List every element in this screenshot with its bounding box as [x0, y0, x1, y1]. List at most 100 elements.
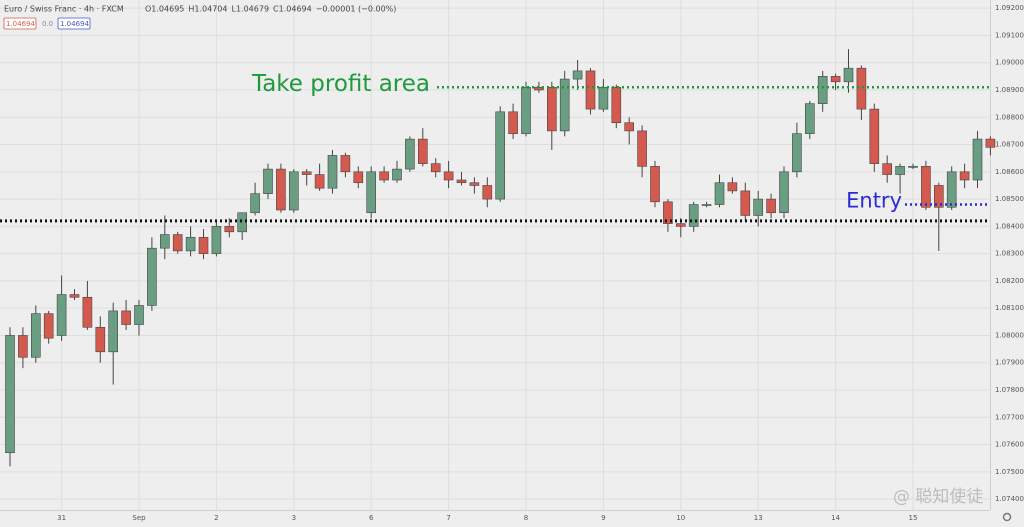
candle-body: [495, 111, 506, 200]
candle-body: [301, 171, 312, 175]
candle-body: [353, 171, 364, 184]
candle-body: [108, 310, 118, 353]
candle-body: [701, 204, 712, 206]
candles: [5, 49, 996, 467]
candle-body: [469, 182, 480, 186]
readout-value: −0.00001 (−0.00%): [316, 5, 397, 14]
x-tick-label: 31: [57, 514, 66, 522]
candle-body: [611, 86, 622, 124]
readout-value: O1.04695: [145, 5, 184, 14]
candle-body: [921, 166, 931, 208]
candle-body: [56, 294, 67, 336]
y-tick-label: 1.08800: [995, 113, 1024, 121]
y-tick-label: 1.07500: [995, 468, 1024, 476]
candle-body: [211, 226, 222, 254]
y-tick-label: 1.07900: [995, 359, 1024, 367]
candle-body: [263, 168, 273, 194]
candle-body: [817, 76, 828, 104]
y-tick-label: 1.08500: [995, 195, 1024, 203]
y-tick-label: 1.07700: [995, 413, 1024, 421]
settings-icon[interactable]: [1002, 512, 1012, 522]
candle-body: [714, 182, 725, 205]
candle-body: [804, 103, 815, 134]
candle-body: [366, 171, 377, 214]
y-tick-label: 1.08100: [995, 304, 1024, 312]
badge-text: 1.04694: [60, 20, 89, 28]
candle-body: [933, 185, 944, 208]
candle-body: [18, 335, 28, 358]
x-tick-label: 15: [909, 514, 918, 522]
annotation-text: Take profit area: [251, 71, 430, 97]
y-tick-label: 1.08400: [995, 222, 1024, 230]
y-tick-label: 1.09100: [995, 31, 1024, 39]
annotation-text: Entry: [846, 189, 902, 213]
candle-body: [482, 185, 493, 200]
candle-body: [856, 67, 867, 110]
candle-body: [121, 310, 131, 325]
badge-text: 0.0: [42, 20, 53, 28]
x-tick-label: 13: [754, 514, 763, 522]
y-tick-label: 1.07400: [995, 495, 1024, 503]
readout-value: L1.04679: [232, 5, 270, 14]
candle-body: [443, 171, 454, 181]
y-tick-label: 1.08000: [995, 331, 1024, 339]
candle-body: [740, 190, 751, 216]
grid: [0, 0, 990, 510]
candle-body: [417, 138, 428, 164]
candle-body: [559, 78, 570, 132]
badge-text: 1.04694: [6, 20, 35, 28]
candle-body: [959, 171, 970, 181]
badge-box: [3, 17, 37, 30]
candle-body: [882, 163, 893, 175]
candle-body: [650, 166, 660, 203]
candle-body: [134, 305, 144, 325]
y-tick-label: 1.07600: [995, 441, 1024, 449]
x-tick-label: 10: [676, 514, 685, 522]
candle-body: [43, 313, 54, 339]
candle-body: [792, 133, 802, 173]
candle-body: [598, 86, 609, 110]
candle-body: [508, 111, 518, 134]
candle-body: [5, 335, 15, 454]
badge-box: [57, 17, 91, 30]
candle-body: [379, 171, 389, 181]
candle-body: [288, 171, 299, 211]
badges: 1.04694 0.0 1.04694: [3, 17, 91, 30]
watermark: @ 聪知使徒: [893, 486, 983, 507]
candle-body: [327, 155, 338, 189]
x-tick-label: 14: [831, 514, 840, 522]
candle-body: [521, 86, 531, 134]
annotations: Take profit area Entry: [0, 71, 990, 223]
y-tick-label: 1.08900: [995, 86, 1024, 94]
candle-body: [276, 168, 286, 211]
candle-body: [160, 234, 170, 249]
x-tick-label: Sep: [132, 514, 146, 522]
candle-body: [392, 168, 402, 181]
candle-body: [637, 130, 647, 167]
candle-body: [224, 226, 235, 233]
gear[interactable]: [1002, 512, 1012, 522]
candle-body: [869, 108, 880, 164]
symbol-title: Euro / Swiss Franc · 4h · FXCM: [4, 5, 124, 14]
y-tick-label: 1.08600: [995, 168, 1024, 176]
candle-body: [675, 223, 686, 227]
candle-body: [95, 326, 106, 353]
y-tick-label: 1.08200: [995, 277, 1024, 285]
candle-body: [430, 163, 441, 173]
candle-body: [30, 313, 41, 358]
candle-body: [250, 193, 260, 214]
x-tick-label: 6: [369, 514, 374, 522]
candle-body: [624, 122, 635, 132]
candle-body: [727, 182, 738, 192]
x-tick-label: 3: [292, 514, 296, 522]
candle-body: [753, 198, 764, 216]
candle-body: [688, 204, 699, 227]
y-tick-label: 1.07800: [995, 386, 1024, 394]
readout-value: H1.04704: [188, 5, 227, 14]
candle-body: [830, 76, 841, 83]
candle-body: [456, 179, 467, 184]
candle-body: [405, 138, 415, 170]
x-tick-label: 9: [601, 514, 605, 522]
